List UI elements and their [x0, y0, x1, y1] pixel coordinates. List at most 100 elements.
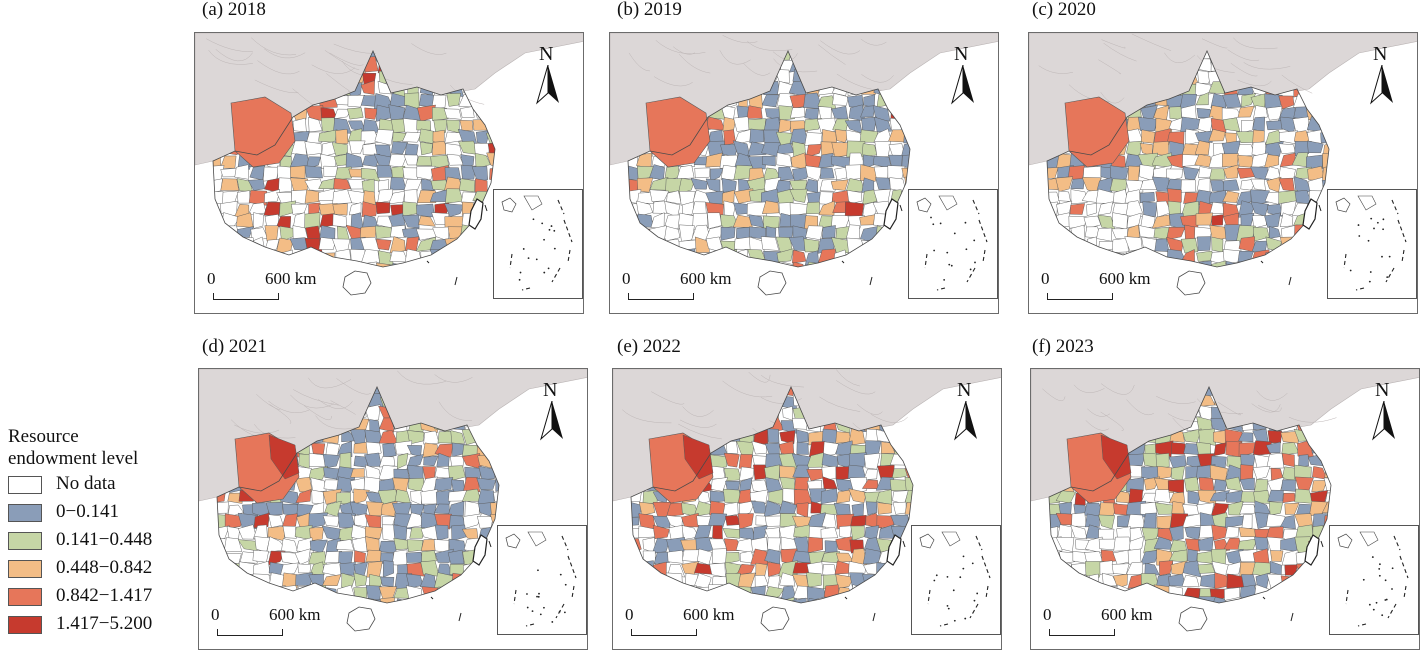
- prefecture-polygon: [434, 477, 454, 492]
- prefecture-polygon: [908, 430, 913, 445]
- prefecture-polygon: [282, 525, 297, 539]
- inset-island-dot: [541, 222, 544, 225]
- inset-land: [523, 195, 543, 211]
- prefecture-polygon: [433, 119, 448, 134]
- inset-land: [1357, 195, 1377, 211]
- prefecture-polygon: [667, 584, 684, 600]
- prefecture-polygon: [681, 549, 700, 563]
- prefecture-polygon: [402, 263, 420, 267]
- prefecture-polygon: [420, 489, 439, 505]
- prefecture-polygon: [1279, 236, 1297, 253]
- prefecture-polygon: [806, 572, 822, 588]
- prefecture-polygon: [489, 444, 499, 456]
- prefecture-polygon: [488, 118, 495, 133]
- prefecture-polygon: [725, 551, 740, 564]
- legend-label: 0.448−0.842: [56, 557, 153, 578]
- eastern-island: [1302, 198, 1318, 230]
- southern-island: [1176, 270, 1206, 296]
- neighbor-boundary: [760, 375, 805, 388]
- prefecture-polygon: [1326, 455, 1331, 470]
- prefecture-polygon: [708, 248, 725, 265]
- north-arrow-right-half: [548, 65, 559, 103]
- prefecture-polygon: [472, 249, 493, 265]
- prefecture-polygon: [279, 562, 300, 576]
- prefecture-polygon: [1113, 536, 1132, 552]
- map-svg: [1031, 369, 1419, 632]
- prefecture-polygon: [639, 576, 658, 590]
- western-region-high: [268, 434, 300, 480]
- prefecture-polygon: [894, 587, 910, 602]
- prefecture-polygon: [323, 454, 341, 469]
- prefecture-polygon: [1324, 466, 1331, 480]
- prefecture-polygon: [1321, 428, 1331, 445]
- inset-island-dot: [939, 222, 942, 225]
- prefecture-polygon: [1239, 477, 1255, 491]
- prefecture-polygon: [887, 262, 903, 267]
- prefecture-polygon: [1082, 166, 1102, 180]
- north-arrow-left-half: [954, 401, 967, 441]
- prefecture-polygon: [1305, 105, 1327, 120]
- inset-island-dot: [559, 573, 562, 576]
- prefecture-polygon: [491, 416, 499, 431]
- neighbor-boundary: [870, 414, 908, 423]
- small-islands: [1260, 204, 1322, 286]
- prefecture-polygon: [318, 237, 337, 250]
- prefecture-polygon: [636, 248, 655, 265]
- prefecture-polygon: [901, 141, 910, 157]
- inset-land: [941, 531, 961, 547]
- legend-label: 0.141−0.448: [56, 529, 153, 550]
- prefecture-polygon: [1168, 455, 1187, 469]
- prefecture-polygon: [835, 596, 852, 603]
- inset-island-dot: [1349, 269, 1352, 272]
- inset-land: [919, 533, 935, 549]
- prefecture-polygon: [335, 539, 355, 551]
- prefecture-polygon: [1321, 501, 1331, 514]
- south-sea-inset: [497, 525, 587, 635]
- prefecture-polygon: [423, 455, 439, 467]
- prefecture-polygon: [353, 488, 370, 505]
- prefecture-polygon: [310, 561, 325, 576]
- prefecture-polygon: [333, 108, 352, 119]
- prefecture-polygon: [444, 203, 465, 217]
- prefecture-polygon: [873, 261, 892, 267]
- neighbor-boundary: [678, 423, 722, 440]
- prefecture-polygon: [1169, 525, 1184, 542]
- prefecture-polygon: [281, 513, 298, 529]
- scale-bar: 0 600 km: [1041, 269, 1181, 305]
- inset-island-dot: [1378, 574, 1381, 577]
- prefecture-polygon: [631, 573, 642, 589]
- inset-island-dot: [1369, 271, 1372, 273]
- prefecture-polygon: [749, 128, 765, 144]
- inset-island-dot: [526, 606, 529, 609]
- prefecture-polygon: [1294, 141, 1312, 157]
- prefecture-polygon: [880, 585, 896, 602]
- prefecture-polygon: [900, 82, 910, 95]
- inset-island-dot: [553, 247, 556, 250]
- prefecture-polygon: [778, 118, 793, 134]
- inset-land: [1359, 531, 1379, 547]
- prefecture-polygon: [1054, 237, 1074, 253]
- prefecture-polygon: [874, 140, 891, 157]
- prefecture-polygon: [666, 502, 684, 518]
- legend-label: No data: [56, 473, 116, 494]
- prefecture-polygon: [893, 428, 908, 443]
- map-svg: [610, 33, 998, 296]
- scale-bar: 0 600 km: [211, 605, 351, 641]
- prefecture-polygon: [1323, 477, 1331, 491]
- prefecture-polygon: [638, 501, 656, 516]
- prefecture-polygon: [776, 248, 794, 263]
- prefecture-polygon: [1059, 551, 1076, 565]
- western-region: [230, 96, 296, 168]
- prefecture-polygon: [737, 513, 754, 530]
- prefecture-polygon: [348, 140, 366, 155]
- prefecture-polygon: [238, 236, 255, 252]
- neighbor-boundary: [411, 43, 447, 55]
- neighbor-boundary: [1230, 63, 1258, 77]
- prefecture-polygon: [846, 94, 864, 108]
- prefecture-polygon: [295, 489, 312, 504]
- inset-island-dot: [536, 595, 538, 598]
- prefecture-polygon: [297, 563, 312, 574]
- prefecture-polygon: [1096, 177, 1113, 193]
- prefecture-polygon: [1197, 563, 1216, 574]
- prefecture-polygon: [451, 572, 464, 590]
